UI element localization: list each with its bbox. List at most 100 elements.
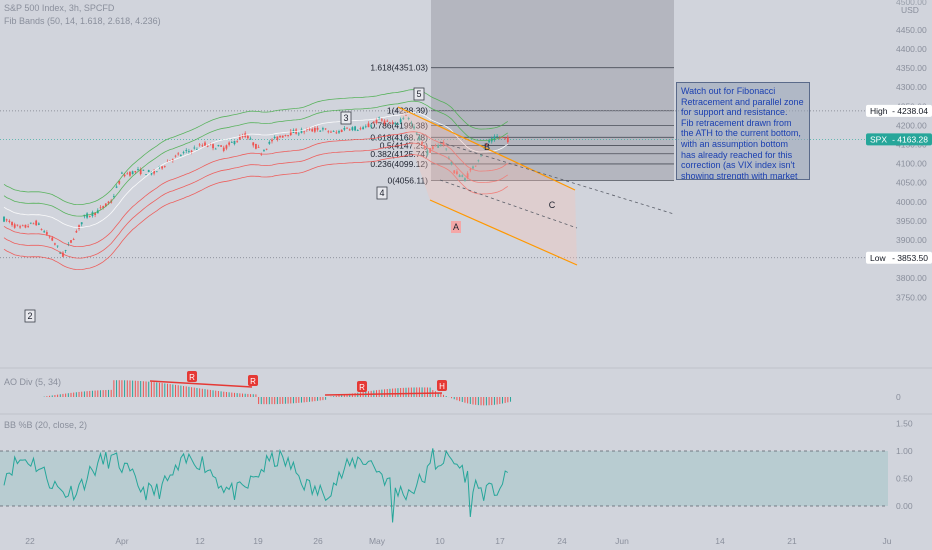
fib-zone — [431, 0, 674, 181]
price-label-name: High — [870, 106, 888, 116]
candle-body — [233, 141, 236, 145]
candle-body — [24, 224, 27, 228]
wave-label: 3 — [343, 113, 348, 123]
candle-body — [201, 145, 204, 147]
divergence-badge — [187, 371, 197, 382]
candle-body — [273, 136, 276, 138]
wave-label: 4 — [379, 188, 384, 198]
candle-body — [461, 175, 464, 177]
candle-body — [450, 161, 453, 165]
candle-body — [506, 137, 509, 143]
candle-body — [439, 144, 442, 146]
divergence-badge — [437, 380, 447, 391]
candle-body — [238, 136, 241, 140]
price-tick-label: 4050.00 — [896, 178, 927, 188]
price-label-value: - 3853.50 — [892, 253, 928, 263]
wave-label-box — [24, 309, 36, 323]
wave-label-box — [451, 221, 461, 233]
candle-body — [70, 240, 72, 243]
candle-body — [474, 165, 477, 167]
candle-body — [338, 131, 340, 133]
candle-body — [139, 169, 142, 175]
fib-level-label: 0(4056.11) — [388, 175, 429, 185]
candle-body — [86, 213, 88, 218]
candle-body — [356, 130, 359, 131]
price-tick-label: 4400.00 — [896, 44, 927, 54]
candle-body — [265, 148, 268, 150]
candle-body — [362, 127, 365, 130]
candle-body — [118, 180, 121, 184]
candle-body — [324, 128, 327, 130]
candle-body — [271, 139, 273, 142]
candle-body — [354, 126, 356, 131]
candle-body — [204, 142, 206, 146]
candle-body — [230, 142, 233, 143]
bb-tick-label: 0.00 — [896, 501, 913, 511]
candle-body — [185, 150, 188, 151]
candle-body — [99, 207, 102, 209]
candle-body — [78, 225, 80, 229]
ao-div-legend[interactable]: AO Div (5, 34) — [4, 377, 62, 387]
candle-body — [501, 137, 504, 138]
candle-body — [32, 223, 35, 225]
fib-band-line — [3, 142, 509, 259]
candle-body — [493, 136, 496, 141]
candle-body — [115, 186, 118, 188]
candle-body — [177, 153, 180, 155]
symbol-legend[interactable]: S&P 500 Index, 3h, SPCFD — [4, 3, 115, 13]
candle-body — [27, 226, 30, 227]
price-tick-label: 3900.00 — [896, 235, 927, 245]
candle-body — [64, 250, 67, 251]
price-label-name: Low — [870, 253, 886, 263]
bb-percent-legend[interactable]: BB %B (20, close, 2) — [4, 420, 88, 430]
candle-body — [137, 169, 139, 170]
candle-body — [196, 149, 198, 150]
candle-body — [496, 136, 499, 137]
candle-body — [193, 147, 196, 149]
candle-body — [147, 170, 150, 172]
candle-body — [284, 135, 287, 136]
candle-body — [212, 144, 214, 149]
candle-body — [179, 155, 182, 156]
time-tick-label: 14 — [715, 536, 725, 546]
time-tick-label: 21 — [787, 536, 797, 546]
candle-body — [225, 145, 228, 149]
candle-body — [214, 148, 217, 150]
fib-level-label: 0.786(4199.38) — [370, 121, 428, 131]
candle-body — [220, 145, 222, 147]
candle-body — [228, 142, 231, 145]
candle-body — [126, 173, 129, 175]
candle-body — [308, 128, 311, 130]
candle-body — [407, 117, 410, 120]
fib-bands-legend[interactable]: Fib Bands (50, 14, 1.618, 2.618, 4.236) — [4, 16, 161, 26]
fib-band-line — [3, 154, 509, 271]
candle-body — [281, 135, 284, 138]
candle-body — [134, 171, 137, 173]
price-label-value: - 4238.04 — [892, 106, 928, 116]
candle-body — [257, 146, 260, 148]
divergence-line — [149, 380, 253, 388]
candle-body — [397, 123, 399, 125]
candle-body — [263, 150, 265, 152]
candle-body — [21, 225, 24, 227]
candle-body — [319, 130, 322, 132]
price-label-name: SPX — [870, 134, 887, 144]
candle-body — [182, 152, 185, 154]
divergence-line — [324, 392, 443, 396]
candle-body — [155, 171, 158, 173]
candle-body — [322, 128, 324, 130]
candle-body — [429, 148, 432, 153]
candle-body — [367, 123, 370, 128]
annotation-note[interactable]: Watch out for Fibonacci Retracement and … — [676, 82, 810, 180]
candle-body — [222, 147, 225, 151]
price-tick-label: 4350.00 — [896, 63, 927, 73]
fib-level-label: 0.382(4125.74) — [370, 149, 428, 159]
candle-body — [480, 155, 482, 157]
bb-tick-label: 1.50 — [896, 419, 913, 429]
candle-body — [8, 220, 11, 222]
candle-body — [279, 136, 281, 138]
candle-body — [394, 123, 397, 125]
candle-body — [171, 158, 174, 161]
candle-body — [289, 130, 292, 136]
